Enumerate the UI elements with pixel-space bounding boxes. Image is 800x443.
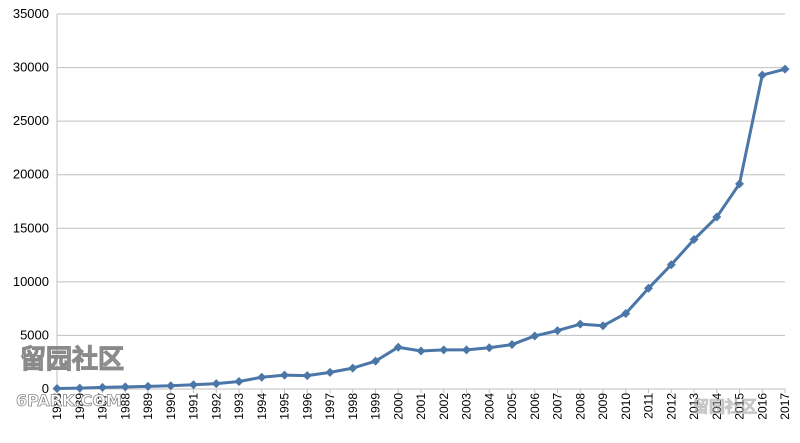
y-tick-label: 25000 bbox=[13, 113, 49, 128]
x-tick-label: 1992 bbox=[209, 393, 223, 420]
x-tick-label: 2004 bbox=[482, 393, 496, 420]
x-tick-label: 2014 bbox=[710, 393, 724, 420]
data-point bbox=[280, 370, 289, 380]
x-tick-label: 2002 bbox=[437, 393, 451, 420]
data-point bbox=[689, 235, 699, 245]
data-point bbox=[780, 64, 790, 74]
x-tick-label: 2011 bbox=[642, 393, 656, 419]
x-tick-label: 2003 bbox=[460, 393, 474, 420]
data-point bbox=[257, 372, 267, 382]
data-point bbox=[120, 382, 130, 392]
data-point bbox=[644, 283, 653, 293]
data-point bbox=[98, 382, 107, 392]
x-tick-label: 2008 bbox=[573, 393, 587, 420]
x-tick-label: 2013 bbox=[687, 393, 701, 420]
x-tick-label: 1989 bbox=[73, 393, 87, 420]
x-tick-label: 1988 bbox=[50, 393, 64, 420]
data-point bbox=[143, 381, 153, 391]
y-tick-label: 10000 bbox=[13, 274, 49, 289]
data-point bbox=[302, 371, 312, 381]
y-tick-label: 15000 bbox=[13, 220, 49, 235]
x-tick-label: 2017 bbox=[778, 393, 792, 420]
data-series bbox=[52, 64, 790, 393]
x-tick-label: 1991 bbox=[187, 393, 201, 420]
y-tick-label: 0 bbox=[42, 381, 49, 396]
data-point bbox=[484, 343, 494, 353]
data-point bbox=[393, 342, 403, 352]
y-tick-label: 20000 bbox=[13, 167, 49, 182]
data-point bbox=[598, 321, 608, 331]
data-point bbox=[735, 179, 744, 189]
x-tick-label: 1994 bbox=[255, 393, 269, 420]
y-axis-ticks: 0 5000 10000 15000 20000 25000 30000 35000 bbox=[13, 6, 49, 396]
x-tick-label: 1988 bbox=[118, 393, 132, 420]
data-point bbox=[666, 260, 676, 270]
x-tick-label: 2012 bbox=[664, 393, 678, 420]
data-point bbox=[712, 212, 722, 222]
data-point bbox=[234, 377, 244, 386]
x-tick-label: 2001 bbox=[414, 393, 428, 420]
x-tick-label: 1999 bbox=[369, 393, 383, 420]
x-tick-label: 1997 bbox=[323, 393, 337, 420]
x-tick-label: 1987 bbox=[96, 393, 110, 420]
x-tick-label: 1998 bbox=[346, 393, 360, 420]
series-line bbox=[56, 67, 786, 390]
x-tick-label: 2006 bbox=[528, 393, 542, 420]
x-tick-label: 2016 bbox=[755, 393, 769, 420]
x-tick-label: 2000 bbox=[391, 393, 405, 420]
data-point bbox=[757, 70, 767, 80]
x-tick-label: 1995 bbox=[278, 393, 292, 420]
data-point bbox=[439, 345, 449, 355]
data-point bbox=[325, 367, 335, 377]
data-point bbox=[530, 331, 540, 341]
data-point bbox=[621, 308, 631, 318]
data-point bbox=[553, 326, 562, 336]
data-point bbox=[75, 383, 85, 393]
x-tick-label: 2007 bbox=[551, 393, 565, 420]
data-point bbox=[575, 319, 585, 329]
y-tick-label: 5000 bbox=[20, 327, 49, 342]
corner-mark-text: 留园社区 bbox=[693, 397, 757, 416]
data-point bbox=[211, 379, 221, 389]
data-point bbox=[52, 383, 62, 393]
x-tick-label: 1993 bbox=[232, 393, 246, 420]
x-tick-label: 2009 bbox=[596, 393, 610, 420]
data-point bbox=[348, 363, 358, 373]
data-point bbox=[166, 381, 176, 391]
data-point bbox=[189, 380, 198, 390]
data-point bbox=[507, 340, 517, 350]
x-axis-ticks: 1988 1989 1987 1988 1989 1990 1991 1992 1993 1994… bbox=[50, 389, 792, 420]
y-tick-label: 35000 bbox=[13, 6, 49, 21]
x-tick-label: 2010 bbox=[619, 393, 633, 420]
corner-mark: 留园社区 bbox=[693, 397, 758, 417]
watermark-text: 留园社区 bbox=[20, 344, 124, 375]
data-point bbox=[462, 345, 471, 355]
x-tick-label: 1989 bbox=[141, 393, 155, 420]
data-point bbox=[416, 346, 426, 356]
gridlines bbox=[57, 13, 785, 390]
x-tick-label: 1990 bbox=[164, 393, 178, 420]
axes bbox=[56, 14, 785, 390]
x-tick-label: 1996 bbox=[300, 393, 314, 420]
x-tick-label: 2015 bbox=[733, 393, 747, 420]
x-tick-label: 2005 bbox=[505, 393, 519, 420]
watermark-subtext: 6PARK.COM bbox=[16, 391, 122, 410]
watermark: 留园社区 6PARK.COM bbox=[16, 344, 125, 411]
data-point bbox=[371, 356, 380, 366]
y-tick-label: 30000 bbox=[13, 60, 49, 75]
